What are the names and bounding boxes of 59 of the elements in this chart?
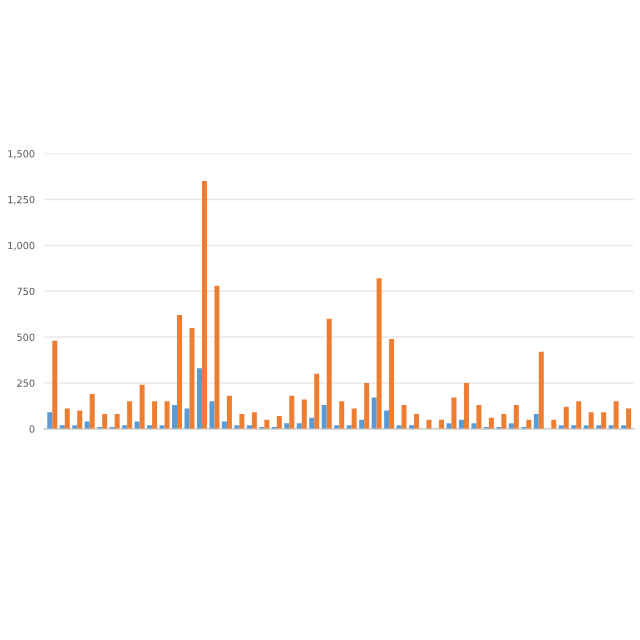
bar [139,384,145,429]
bar [226,395,232,429]
bar [201,181,207,429]
bar [89,393,95,429]
bar [196,368,202,429]
bar [177,315,183,429]
bar [588,412,594,429]
bar [276,415,282,429]
bar [414,414,420,429]
bar [239,414,245,429]
bar [339,401,345,429]
bar [563,406,569,429]
bar [376,278,382,429]
bar [221,421,227,429]
bar [102,414,108,429]
bar [488,417,494,429]
bar [64,408,70,429]
bar [513,404,519,429]
bar [451,397,457,429]
bar [209,401,215,429]
bar [371,397,377,429]
bar [326,318,332,429]
bar [471,423,477,429]
bar [463,382,469,429]
bar [314,373,320,429]
bar [626,408,632,429]
bar [401,404,407,429]
bar [508,423,514,429]
bar [251,412,257,429]
bar [52,340,58,429]
bar [77,410,83,429]
bar [284,423,290,429]
bar [576,401,582,429]
bar [384,410,390,429]
bar [134,421,140,429]
bar [321,404,327,429]
bar [296,423,302,429]
bar [172,404,178,429]
bar [351,408,357,429]
bar [184,408,190,429]
bar [164,401,170,429]
bar [309,417,315,429]
bar [47,412,53,429]
bar [301,399,307,429]
bar [127,401,133,429]
bar [533,414,539,429]
bar [84,421,90,429]
bar [214,285,220,429]
bar [289,395,295,429]
bar [152,401,158,429]
bar [114,414,120,429]
bar [501,414,507,429]
bar [389,338,395,429]
bar [476,404,482,429]
bar [446,423,452,429]
bar [601,412,607,429]
bar [538,351,544,429]
bar [364,382,370,429]
bar [613,401,619,429]
